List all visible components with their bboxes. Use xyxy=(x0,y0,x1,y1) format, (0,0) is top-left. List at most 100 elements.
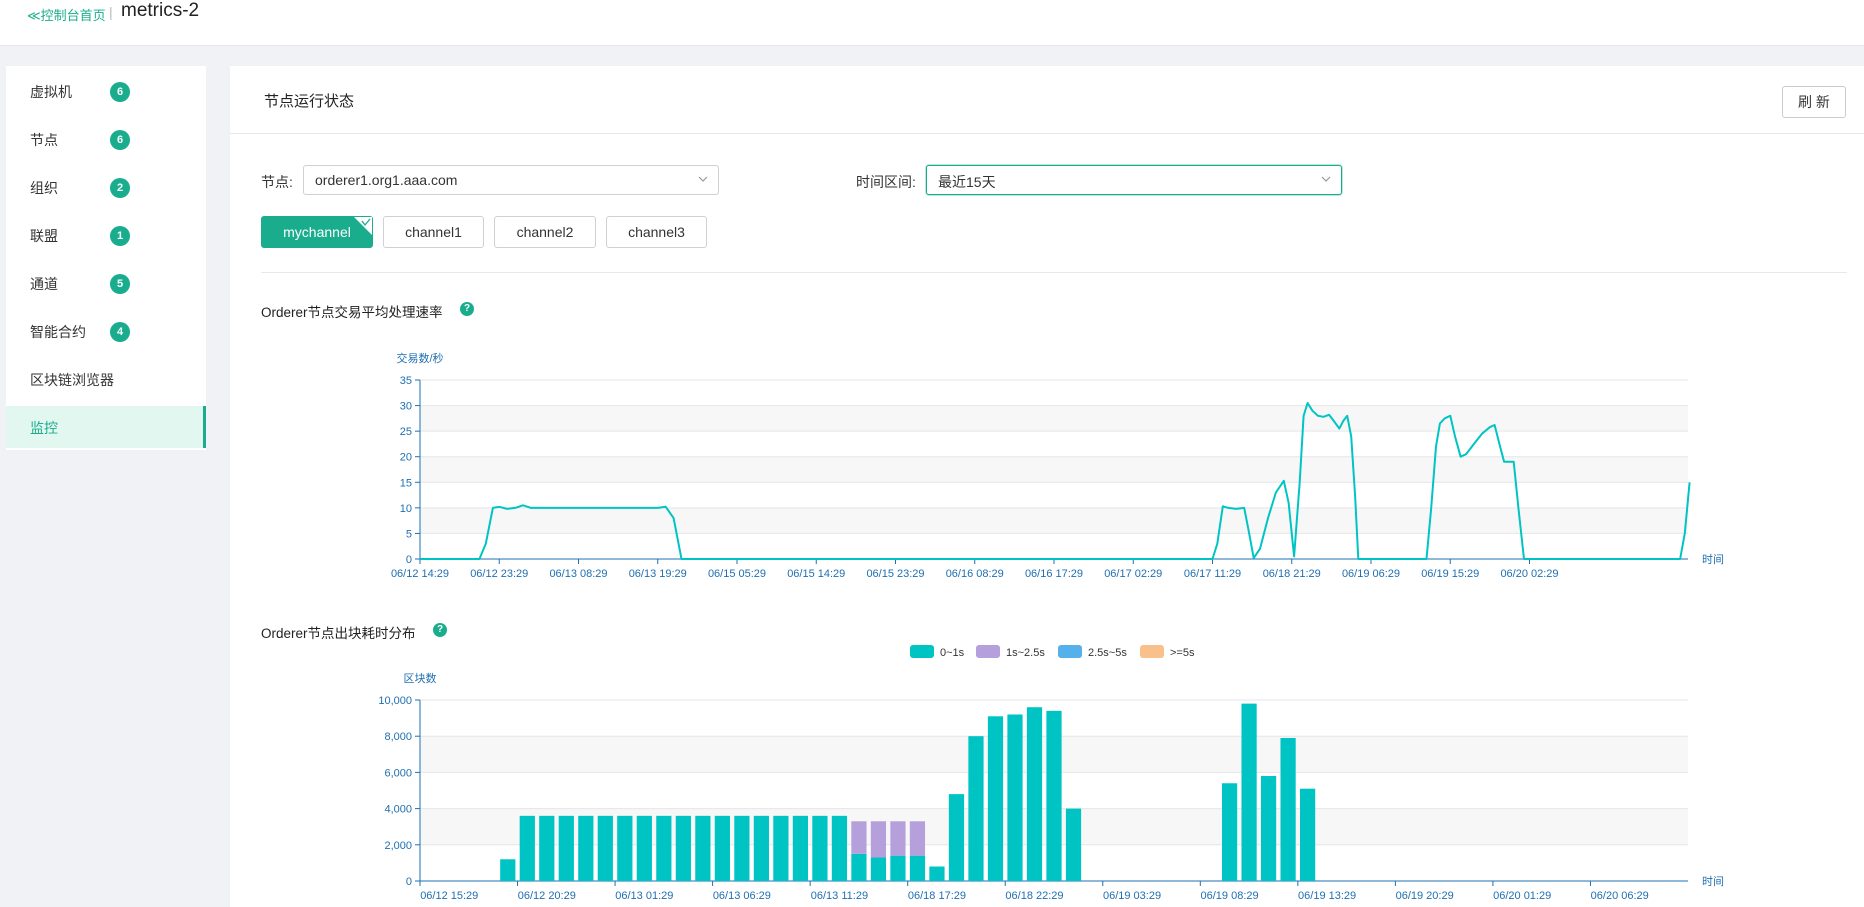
bar-segment xyxy=(597,815,613,881)
sidebar-item-explorer[interactable]: 区块链浏览器 xyxy=(6,358,206,400)
count-badge: 4 xyxy=(110,322,130,342)
bar-segment xyxy=(1221,783,1238,881)
sidebar-item-orgs[interactable]: 组织 2 xyxy=(6,166,206,208)
bar-segment xyxy=(812,815,828,881)
chevron-down-icon xyxy=(1321,176,1331,182)
bar-segment xyxy=(968,736,984,881)
sidebar-item-label: 节点 xyxy=(30,132,58,148)
count-badge: 6 xyxy=(110,130,130,150)
back-to-console-link[interactable]: ≪控制台首页 xyxy=(27,8,106,23)
y-tick-label: 10,000 xyxy=(378,695,412,707)
sidebar-item-label: 虚拟机 xyxy=(30,84,72,100)
chevron-down-icon xyxy=(698,176,708,182)
sidebar-item-label: 区块链浏览器 xyxy=(30,372,114,388)
y-tick-label: 0 xyxy=(406,876,412,888)
x-tick-label: 06/15 23:29 xyxy=(866,568,924,580)
y-tick-label: 35 xyxy=(400,375,412,387)
bar-segment xyxy=(870,857,887,881)
x-tick-label: 06/20 02:29 xyxy=(1500,568,1558,580)
grid-band xyxy=(420,456,1688,483)
y-tick-label: 20 xyxy=(400,452,412,464)
channel-tab-label: mychannel xyxy=(283,224,351,240)
y-tick-label: 6,000 xyxy=(384,767,412,779)
bar-segment xyxy=(695,815,711,881)
y-tick-label: 10 xyxy=(400,503,412,515)
x-tick-label: 06/15 05:29 xyxy=(708,568,766,580)
count-badge: 2 xyxy=(110,178,130,198)
bar-segment xyxy=(675,815,691,881)
bar-segment xyxy=(870,821,887,858)
grid-band xyxy=(420,507,1688,534)
bar-segment xyxy=(909,855,926,881)
sidebar-item-label: 智能合约 xyxy=(30,324,86,340)
y-tick-label: 30 xyxy=(400,401,412,413)
series-line xyxy=(420,402,1691,560)
y-axis-title: 交易数/秒 xyxy=(396,351,443,365)
bar-segment xyxy=(1007,714,1023,881)
sidebar-item-monitor[interactable]: 监控 xyxy=(6,406,206,448)
legend-label: 0~1s xyxy=(940,647,965,659)
legend-swatch xyxy=(1140,645,1164,658)
sidebar: 虚拟机 6 节点 6 组织 2 联盟 1 通道 5 智能合约 4 区块链浏览器 … xyxy=(6,66,206,450)
x-tick-label: 06/20 06:29 xyxy=(1591,890,1649,902)
help-icon[interactable]: ? xyxy=(433,623,447,637)
channel-tab-channel2[interactable]: channel2 xyxy=(494,216,596,248)
x-tick-label: 06/19 20:29 xyxy=(1396,890,1454,902)
bar-segment xyxy=(890,855,906,881)
legend-label: 1s~2.5s xyxy=(1006,647,1045,659)
channel-tab-mychannel[interactable]: mychannel xyxy=(261,216,373,248)
bar-segment xyxy=(1280,738,1296,881)
sidebar-item-contracts[interactable]: 智能合约 4 xyxy=(6,310,206,352)
channel-tab-label: channel2 xyxy=(516,224,574,240)
sidebar-item-vm[interactable]: 虚拟机 6 xyxy=(6,70,206,112)
y-tick-label: 8,000 xyxy=(384,731,412,743)
time-range-select[interactable]: 最近15天 xyxy=(926,165,1342,195)
chart1-title: Orderer节点交易平均处理速率 xyxy=(261,305,443,320)
help-icon[interactable]: ? xyxy=(460,302,474,316)
y-tick-label: 0 xyxy=(406,554,412,566)
y-axis-title: 区块数 xyxy=(404,672,437,685)
node-select[interactable]: orderer1.org1.aaa.com xyxy=(303,165,719,195)
channel-tab-label: channel1 xyxy=(405,224,462,240)
y-tick-label: 25 xyxy=(400,426,412,438)
x-tick-label: 06/12 15:29 xyxy=(420,890,478,902)
section-divider xyxy=(261,272,1847,273)
x-tick-label: 06/13 01:29 xyxy=(615,890,673,902)
refresh-button[interactable]: 刷 新 xyxy=(1782,86,1846,118)
channel-tab-channel3[interactable]: channel3 xyxy=(606,216,707,248)
x-tick-label: 06/12 20:29 xyxy=(518,890,576,902)
bar-segment xyxy=(909,821,926,856)
x-tick-label: 06/12 14:29 xyxy=(391,568,449,580)
x-tick-label: 06/19 13:29 xyxy=(1298,890,1356,902)
bar-segment xyxy=(831,815,848,881)
x-tick-label: 06/18 21:29 xyxy=(1263,568,1321,580)
bar-segment xyxy=(753,815,769,881)
sidebar-item-consortium[interactable]: 联盟 1 xyxy=(6,214,206,256)
bar-segment xyxy=(714,815,730,881)
x-tick-label: 06/18 22:29 xyxy=(1005,890,1063,902)
x-tick-label: 06/19 15:29 xyxy=(1421,568,1479,580)
x-tick-label: 06/19 03:29 xyxy=(1103,890,1161,902)
x-tick-label: 06/16 17:29 xyxy=(1025,568,1083,580)
y-tick-label: 5 xyxy=(406,528,412,540)
legend-swatch xyxy=(976,645,1000,658)
x-tick-label: 06/13 11:29 xyxy=(811,890,868,902)
sidebar-item-channels[interactable]: 通道 5 xyxy=(6,262,206,304)
panel-title: 节点运行状态 xyxy=(264,93,355,110)
legend-swatch xyxy=(910,645,934,658)
node-select-value: orderer1.org1.aaa.com xyxy=(315,172,458,188)
panel-header: 节点运行状态 刷 新 xyxy=(230,66,1864,134)
x-tick-label: 06/13 19:29 xyxy=(629,568,687,580)
check-corner-icon xyxy=(354,217,372,235)
channel-tab-channel1[interactable]: channel1 xyxy=(383,216,484,248)
bar-segment xyxy=(578,815,594,881)
bar-segment xyxy=(1299,788,1316,881)
bar-segment xyxy=(851,853,867,881)
time-range-label: 时间区间: xyxy=(856,174,916,190)
chart2-title: Orderer节点出块耗时分布 xyxy=(261,626,416,641)
sidebar-item-nodes[interactable]: 节点 6 xyxy=(6,118,206,160)
channel-tab-label: channel3 xyxy=(628,224,685,240)
bar-segment xyxy=(617,815,633,881)
bar-segment xyxy=(851,821,867,854)
